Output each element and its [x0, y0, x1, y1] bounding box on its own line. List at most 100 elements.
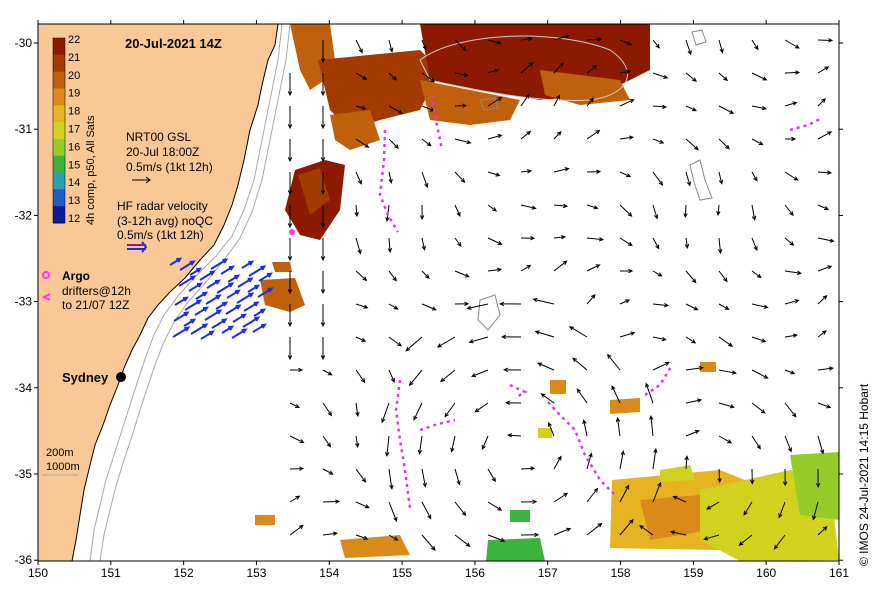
x-tick-label: 155	[392, 566, 412, 580]
gsl-current-arrow	[619, 39, 633, 46]
gsl-current-arrow	[652, 204, 659, 220]
hf-radar-arrow	[215, 301, 229, 310]
sst-patches	[255, 24, 839, 561]
legend-gsl-title: NRT00 GSL	[126, 130, 191, 144]
hf-radar-arrow	[179, 260, 196, 271]
gsl-current-arrow	[669, 530, 687, 536]
seamount-contour-2	[477, 294, 501, 331]
gsl-current-arrow	[619, 268, 634, 274]
hf-radar-arrow	[206, 279, 221, 289]
hf-radar-arrow	[194, 306, 209, 316]
gsl-current-arrow	[355, 171, 362, 185]
gsl-current-arrow	[718, 39, 724, 54]
gsl-current-arrow	[388, 336, 403, 347]
gsl-current-arrow	[685, 429, 700, 437]
legend-drifters-line2: to 21/07 12Z	[62, 298, 129, 312]
gsl-current-arrow	[649, 414, 654, 437]
gsl-current-arrow	[454, 171, 466, 184]
hf-radar-arrow	[220, 265, 235, 275]
gsl-current-arrow	[320, 238, 326, 262]
gsl-current-arrow	[474, 402, 489, 413]
gsl-current-arrow	[817, 330, 827, 338]
colorbar-tick-label: 13	[68, 195, 80, 207]
legend-drifter-symbol	[41, 293, 51, 301]
gsl-current-arrow	[685, 270, 697, 284]
gsl-current-arrow	[289, 435, 305, 444]
gsl-current-arrow	[320, 139, 326, 163]
gsl-current-arrow	[738, 534, 753, 546]
gsl-current-arrow	[586, 294, 596, 305]
bathymetry-200m-contour	[89, 24, 283, 561]
gsl-current-arrow	[355, 501, 370, 509]
gsl-current-arrow	[320, 106, 326, 130]
hf-radar-arrow	[227, 274, 241, 283]
legend-hf-scale: 0.5m/s (1kt 12h)	[117, 228, 204, 242]
hf-radar-arrow	[216, 282, 235, 294]
plot-frame	[37, 23, 840, 562]
gsl-current-arrow	[553, 203, 569, 209]
gsl-current-arrow	[388, 501, 398, 523]
gsl-current-arrow	[751, 237, 758, 252]
gsl-current-arrow	[507, 433, 522, 438]
x-tick-label: 151	[101, 566, 121, 580]
gsl-current-arrow	[454, 301, 470, 307]
gsl-current-arrow	[417, 435, 423, 455]
gsl-current-arrow	[287, 337, 293, 361]
gsl-current-arrow	[619, 171, 632, 178]
x-tick-label: 156	[465, 566, 485, 580]
hf-radar-arrow	[237, 277, 254, 288]
gsl-current-arrow	[503, 367, 522, 373]
gsl-current-arrow	[784, 333, 798, 338]
bathymetry-1000m-contour	[99, 24, 291, 561]
y-axis-ticks: -30 -31 -32 -33 -34 -35 -36	[15, 36, 843, 567]
hf-radar-arrow	[226, 289, 241, 299]
gsl-current-arrow	[586, 129, 601, 140]
sydney-label: Sydney	[62, 370, 109, 385]
hf-radar-arrow	[236, 292, 255, 304]
gsl-current-arrow	[287, 172, 293, 196]
x-tick-label: 158	[611, 566, 631, 580]
gsl-current-arrow	[718, 303, 730, 310]
gsl-current-arrow	[385, 435, 390, 457]
hf-radar-arrow	[189, 267, 203, 276]
hf-radar-arrow	[225, 304, 242, 315]
gsl-current-arrow	[355, 72, 368, 80]
gsl-current-arrow	[287, 106, 293, 130]
gsl-current-arrow	[672, 495, 687, 503]
gsl-current-arrow	[652, 303, 670, 308]
gsl-current-arrow	[421, 303, 437, 311]
gsl-current-arrow	[520, 532, 540, 538]
gsl-current-arrow	[487, 468, 496, 483]
gsl-current-arrow	[817, 38, 834, 43]
gsl-current-arrow	[405, 336, 423, 352]
y-tick-label: -31	[15, 122, 33, 136]
gsl-current-arrow	[289, 524, 304, 536]
legend-depth-200: 200m	[46, 447, 74, 459]
hf-radar-arrow	[252, 323, 267, 333]
gsl-current-arrow	[454, 270, 470, 278]
gsl-current-arrow	[817, 366, 835, 371]
colorbar-frame	[52, 37, 66, 224]
gsl-current-arrow	[619, 331, 636, 338]
island-contour-2	[691, 29, 707, 46]
gsl-current-arrow	[487, 501, 503, 511]
colorbar-tick-label: 20	[68, 70, 80, 82]
gsl-current-arrow	[320, 73, 326, 97]
gsl-current-arrow	[718, 105, 735, 114]
gsl-current-arrow	[784, 299, 800, 305]
gsl-current-arrow	[436, 336, 456, 348]
gsl-current-arrow	[520, 236, 536, 241]
australian-coastline-land	[38, 24, 279, 561]
gsl-current-arrow	[540, 393, 555, 404]
gsl-current-arrow	[619, 204, 633, 217]
gsl-current-arrow	[520, 264, 532, 272]
gsl-current-arrow	[718, 138, 730, 150]
gsl-current-arrow	[466, 303, 489, 310]
gsl-current-arrow	[454, 72, 469, 78]
x-tick-label: 157	[538, 566, 558, 580]
gsl-current-arrow	[619, 99, 635, 107]
gsl-current-arrow	[784, 204, 794, 217]
gsl-current-arrow	[784, 369, 796, 375]
gsl-current-arrow	[784, 101, 798, 107]
gsl-current-arrow	[532, 297, 555, 305]
